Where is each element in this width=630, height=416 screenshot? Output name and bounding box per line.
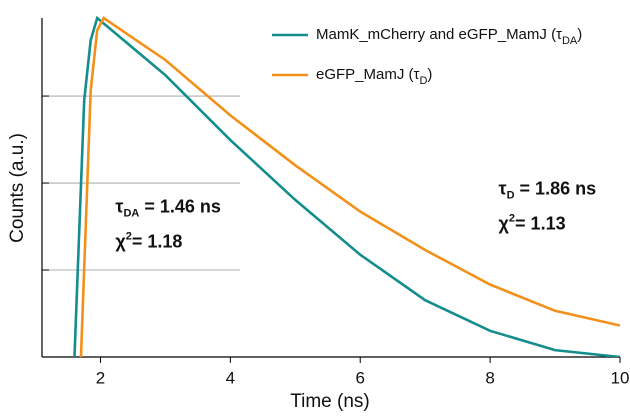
text-part: = 1.18 bbox=[132, 231, 183, 251]
text-part: τ bbox=[115, 196, 123, 216]
series-line bbox=[73, 16, 620, 357]
text-part: ) bbox=[577, 26, 582, 43]
subscript: DA bbox=[123, 208, 139, 220]
text-part: ) bbox=[427, 66, 432, 83]
x-tick-label: 4 bbox=[226, 368, 235, 387]
subscript: D bbox=[507, 189, 515, 201]
annotation: χ2= 1.13 bbox=[499, 212, 566, 233]
text-part: χ bbox=[499, 213, 510, 233]
subscript: DA bbox=[562, 35, 578, 47]
x-tick-label: 10 bbox=[611, 368, 630, 387]
x-tick-label: 6 bbox=[355, 368, 364, 387]
subscript: 2 bbox=[509, 212, 515, 224]
text-part: eGFP_MamJ (τ bbox=[316, 66, 420, 83]
legend-label: eGFP_MamJ (τD) bbox=[316, 66, 432, 87]
annotation: τD = 1.86 ns bbox=[499, 178, 597, 201]
text-part: χ bbox=[115, 231, 126, 251]
text-part: = 1.86 ns bbox=[515, 178, 597, 198]
annotation: τDA = 1.46 ns bbox=[115, 196, 220, 219]
text-part: τ bbox=[499, 178, 507, 198]
series-line bbox=[79, 16, 620, 357]
x-axis-label: Time (ns) bbox=[290, 391, 370, 412]
x-tick-label: 8 bbox=[485, 368, 494, 387]
text-part: MamK_mCherry and eGFP_MamJ (τ bbox=[316, 26, 562, 43]
y-axis-label: Counts (a.u.) bbox=[7, 133, 28, 243]
subscript: 2 bbox=[126, 231, 132, 243]
text-part: = 1.13 bbox=[515, 213, 566, 233]
annotation: χ2= 1.18 bbox=[115, 231, 182, 252]
subscript: D bbox=[419, 75, 427, 87]
text-part: = 1.46 ns bbox=[139, 196, 221, 216]
legend-label: MamK_mCherry and eGFP_MamJ (τDA) bbox=[316, 26, 582, 47]
x-tick-label: 2 bbox=[96, 368, 105, 387]
